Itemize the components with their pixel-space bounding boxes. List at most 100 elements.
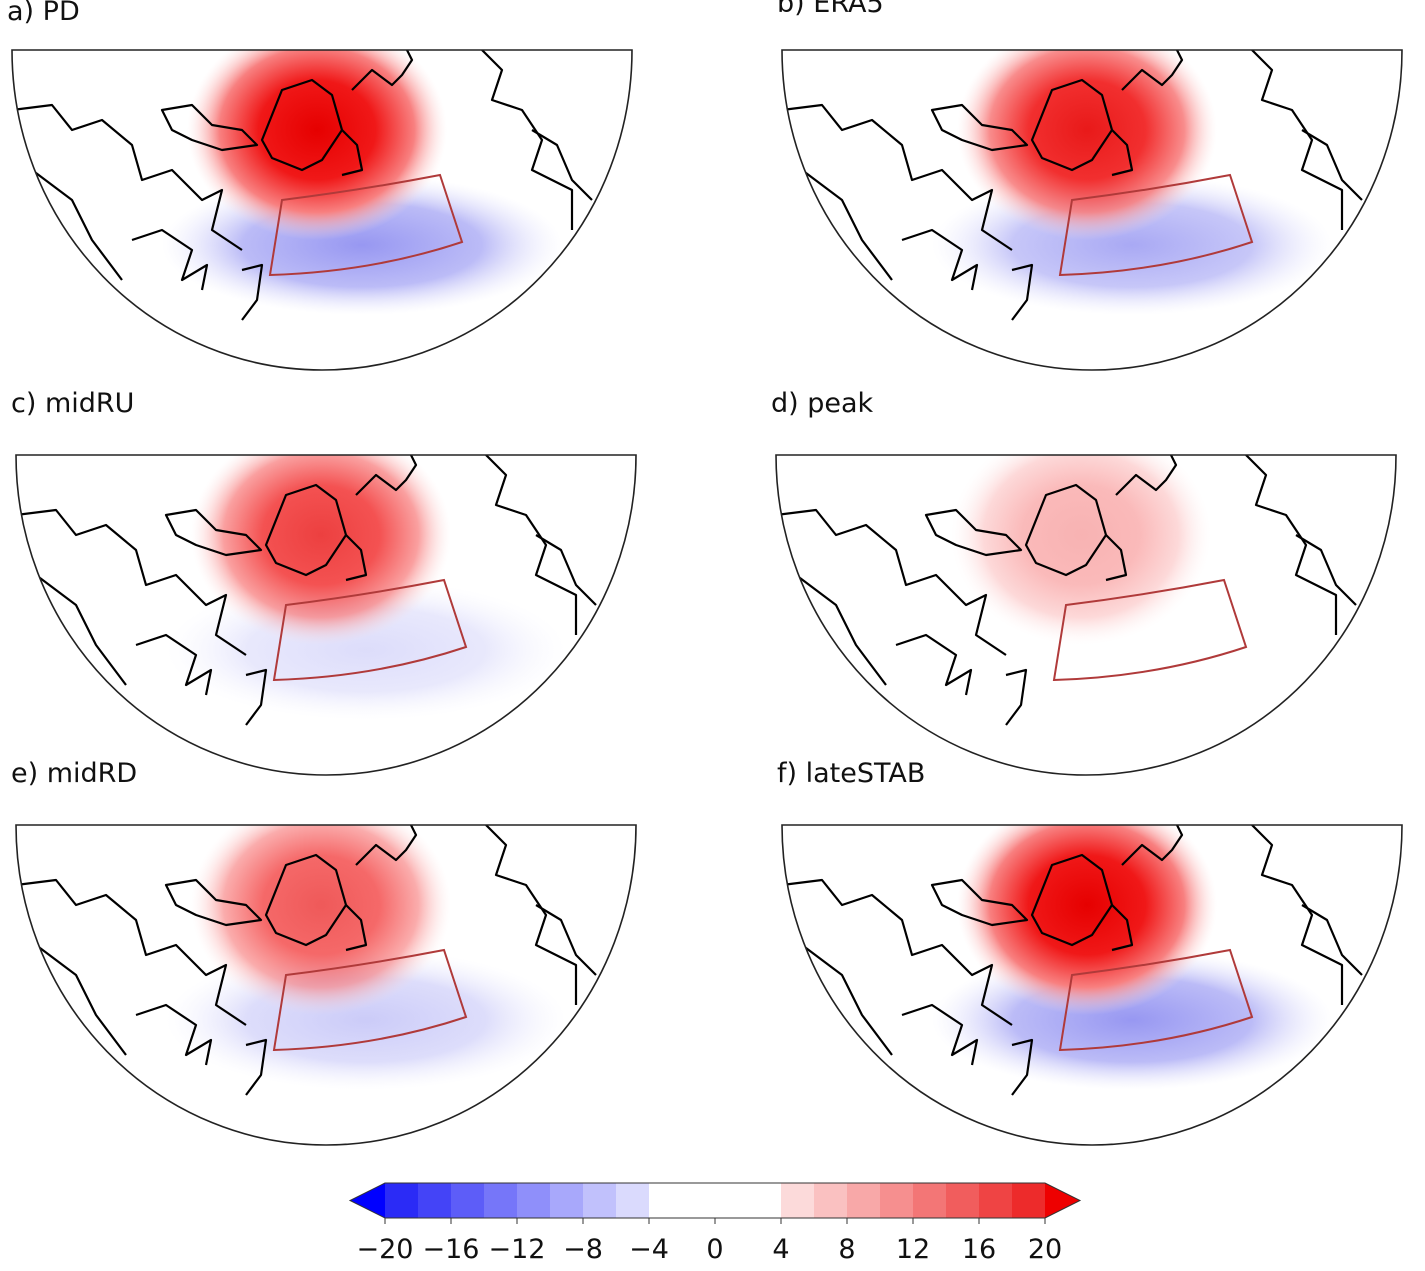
coastline bbox=[1301, 129, 1363, 201]
map-border bbox=[15, 454, 637, 776]
coastline bbox=[1251, 825, 1344, 1005]
coastline bbox=[895, 633, 973, 696]
coastline bbox=[351, 50, 414, 91]
coastline bbox=[1301, 904, 1363, 976]
coastline bbox=[164, 878, 263, 927]
coastline bbox=[1011, 263, 1034, 321]
coastline bbox=[16, 508, 247, 656]
panel-label: d) peak bbox=[771, 388, 874, 419]
coastline bbox=[1111, 904, 1134, 952]
coastline bbox=[1111, 129, 1134, 177]
coastline bbox=[135, 633, 213, 696]
panel-label: a) PD bbox=[7, 0, 80, 27]
coastline bbox=[1121, 825, 1184, 866]
panel-label: e) midRD bbox=[11, 758, 137, 789]
map-border bbox=[781, 49, 1403, 371]
map-content bbox=[782, 825, 1402, 1145]
coastline bbox=[1005, 668, 1028, 726]
coastline bbox=[12, 103, 243, 251]
colorbar-tick-label: 16 bbox=[962, 1234, 996, 1265]
colorbar-block bbox=[616, 1183, 650, 1218]
coastline bbox=[535, 534, 597, 606]
coastline bbox=[1121, 50, 1184, 91]
map-panel bbox=[15, 454, 637, 776]
colorbar-extend-high bbox=[1045, 1183, 1080, 1218]
coastline bbox=[1115, 455, 1178, 496]
coastline bbox=[801, 169, 893, 281]
map-panel bbox=[775, 454, 1397, 776]
coastline bbox=[924, 508, 1023, 557]
map-border bbox=[775, 454, 1397, 776]
map-panel bbox=[15, 824, 637, 1146]
target-box bbox=[272, 578, 468, 682]
colorbar-block bbox=[979, 1183, 1013, 1218]
colorbar-block bbox=[1012, 1183, 1046, 1218]
colorbar-block bbox=[880, 1183, 914, 1218]
coastline bbox=[782, 103, 1013, 251]
colorbar-block bbox=[748, 1183, 782, 1218]
map-content bbox=[782, 50, 1402, 370]
red-anomaly bbox=[957, 50, 1217, 240]
colorbar-tick-label: 0 bbox=[706, 1234, 723, 1265]
coastline bbox=[131, 228, 209, 291]
coastline bbox=[1295, 534, 1357, 606]
colorbar-tick-label: 20 bbox=[1028, 1234, 1062, 1265]
coastline bbox=[1105, 534, 1128, 582]
coastline bbox=[245, 1038, 268, 1096]
colorbar-extend-low bbox=[350, 1183, 385, 1218]
colorbar-block bbox=[517, 1183, 551, 1218]
coastline bbox=[1245, 455, 1338, 635]
coastline bbox=[930, 103, 1029, 152]
colorbar-block bbox=[583, 1183, 617, 1218]
coastline bbox=[341, 129, 364, 177]
coastline bbox=[795, 574, 887, 686]
map-panel bbox=[781, 49, 1403, 371]
panel-label: f) lateSTAB bbox=[777, 758, 925, 789]
coastline bbox=[901, 228, 979, 291]
coastline bbox=[485, 455, 578, 635]
coastline bbox=[345, 534, 368, 582]
coastline bbox=[901, 1003, 979, 1066]
colorbar-tick-label: −16 bbox=[423, 1234, 480, 1265]
coastline bbox=[160, 103, 259, 152]
colorbar-block bbox=[814, 1183, 848, 1218]
colorbar-block bbox=[682, 1183, 716, 1218]
colorbar-block bbox=[847, 1183, 881, 1218]
target-box bbox=[1058, 173, 1254, 277]
coastline bbox=[355, 825, 418, 866]
map-content bbox=[16, 825, 636, 1145]
target-box bbox=[272, 948, 468, 1052]
coastline bbox=[35, 574, 127, 686]
colorbar-tick-label: −12 bbox=[489, 1234, 546, 1265]
colorbar-tick-label: 4 bbox=[772, 1234, 789, 1265]
target-box bbox=[1058, 948, 1254, 1052]
coastline bbox=[135, 1003, 213, 1066]
colorbar-block bbox=[550, 1183, 584, 1218]
colorbar-tick-label: 8 bbox=[838, 1234, 855, 1265]
colorbar-tick-label: 12 bbox=[896, 1234, 930, 1265]
coastline bbox=[481, 50, 574, 230]
map-content bbox=[16, 455, 636, 775]
map-panel bbox=[781, 824, 1403, 1146]
coastline bbox=[31, 169, 123, 281]
coastline bbox=[345, 904, 368, 952]
colorbar-block bbox=[913, 1183, 947, 1218]
colorbar-block bbox=[649, 1183, 683, 1218]
map-border bbox=[781, 824, 1403, 1146]
red-anomaly bbox=[957, 825, 1217, 1015]
coastline bbox=[245, 668, 268, 726]
coastline bbox=[1251, 50, 1344, 230]
coastline bbox=[801, 944, 893, 1056]
map-content bbox=[12, 50, 632, 370]
panel-label: c) midRU bbox=[11, 388, 134, 419]
coastline bbox=[241, 263, 264, 321]
target-box bbox=[268, 173, 464, 277]
colorbar-block bbox=[484, 1183, 518, 1218]
colorbar-tick-label: −4 bbox=[629, 1234, 669, 1265]
map-border bbox=[11, 49, 633, 371]
coastline bbox=[930, 878, 1029, 927]
coastline bbox=[782, 878, 1013, 1026]
coastline bbox=[35, 944, 127, 1056]
coastline bbox=[485, 825, 578, 1005]
